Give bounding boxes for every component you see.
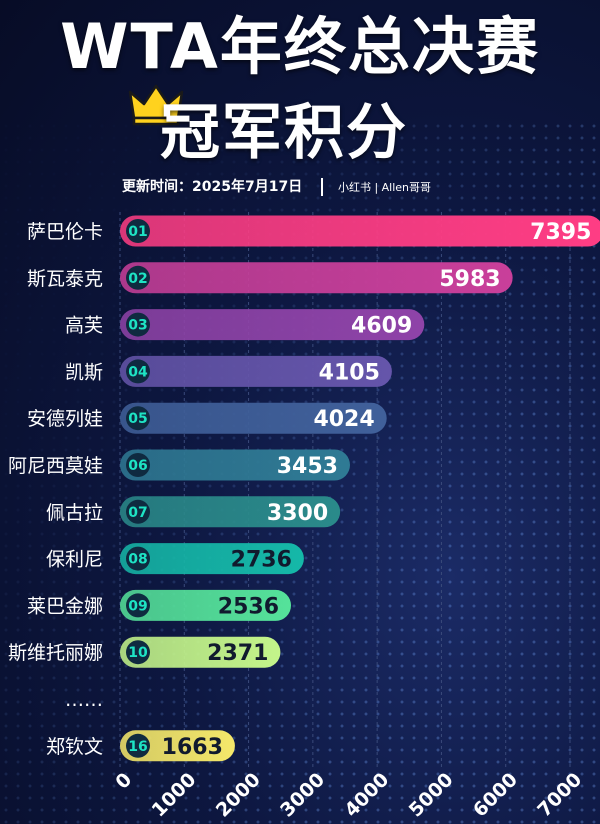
update-info: 更新时间：2025年7月17日 小红书 | Allen哥哥	[122, 176, 431, 196]
value-label: 3453	[277, 454, 338, 479]
category-label: 安德列娃	[27, 408, 103, 430]
category-label: 莱巴金娜	[27, 595, 103, 617]
x-tick-label: 0	[111, 769, 136, 794]
value-label: 4105	[319, 360, 380, 385]
rank-label: 02	[128, 271, 147, 287]
value-label: 4024	[313, 407, 374, 432]
rank-badge	[126, 499, 150, 524]
category-label: 阿尼西莫娃	[8, 455, 103, 477]
rank-badge	[126, 219, 150, 243]
source-label: 小红书 | Allen哥哥	[337, 181, 432, 194]
category-label: 郑钦文	[46, 736, 103, 758]
rank-label: 08	[128, 552, 147, 568]
bar	[120, 355, 392, 387]
category-label: 佩古拉	[46, 502, 103, 524]
category-label: 斯维托丽娜	[8, 642, 103, 664]
bar	[120, 449, 350, 481]
category-label: 高芙	[65, 315, 103, 337]
x-axis-ticks: 0 1000 2000 3000 4000 5000 6000 7000	[111, 769, 586, 822]
value-label: 5983	[439, 267, 500, 292]
category-label: 斯瓦泰克	[27, 268, 103, 290]
bar	[120, 309, 425, 341]
x-tick-label: 1000	[148, 769, 201, 822]
bar	[120, 215, 600, 247]
category-label: ……	[65, 689, 103, 711]
x-tick-label: 4000	[340, 769, 393, 822]
rank-badge	[126, 733, 150, 758]
rank-badge	[126, 593, 150, 618]
value-label: 2371	[207, 641, 268, 666]
bar-layer	[120, 215, 600, 762]
bar	[120, 636, 281, 668]
x-tick-label: 3000	[276, 769, 329, 822]
value-label: 2536	[218, 594, 279, 619]
rank-badge	[126, 312, 150, 337]
category-label: 保利尼	[46, 549, 103, 571]
rank-label: 06	[128, 458, 147, 474]
value-label: 1663	[162, 735, 223, 760]
x-tick-label: 2000	[212, 769, 265, 822]
x-tick-label: 6000	[469, 769, 522, 822]
rank-label: 09	[128, 598, 147, 614]
rank-label: 03	[128, 318, 147, 334]
category-label: 萨巴伦卡	[27, 221, 103, 243]
category-label: 凯斯	[65, 361, 103, 383]
value-label: 7395	[530, 220, 591, 245]
page-subtitle: 冠军积分	[160, 98, 408, 168]
rank-badge	[126, 406, 150, 431]
rank-label: 16	[128, 739, 147, 755]
x-tick-label: 5000	[405, 769, 458, 822]
rank-label: 01	[128, 224, 147, 240]
rank-label: 04	[128, 364, 148, 380]
rank-label: 05	[128, 411, 147, 427]
page-title: WTA年终总决赛	[60, 10, 540, 83]
rank-badge	[126, 640, 150, 665]
x-tick-label: 7000	[533, 769, 586, 822]
rank-badge	[126, 359, 150, 384]
bar	[120, 402, 387, 434]
bar	[120, 730, 235, 762]
divider	[321, 178, 324, 196]
update-date: 更新时间：2025年7月17日	[122, 179, 303, 195]
rank-label: 07	[128, 505, 147, 521]
value-label: 4609	[351, 314, 412, 339]
rank-badge	[126, 546, 150, 571]
rank-label: 10	[128, 645, 148, 661]
bar	[120, 496, 341, 528]
value-label: 2736	[231, 548, 292, 573]
bar	[120, 589, 292, 621]
label-layer: 萨巴伦卡 01 7395 斯瓦泰克 02 5983 高芙 03 4609 凯斯 04 4105 安德列娃…	[8, 219, 591, 760]
bar	[120, 262, 513, 294]
value-label: 3300	[267, 501, 328, 526]
crown-icon	[128, 84, 184, 126]
grid-layer	[119, 212, 571, 770]
bar	[120, 543, 304, 575]
rank-badge	[126, 453, 150, 477]
rank-badge	[126, 265, 150, 290]
